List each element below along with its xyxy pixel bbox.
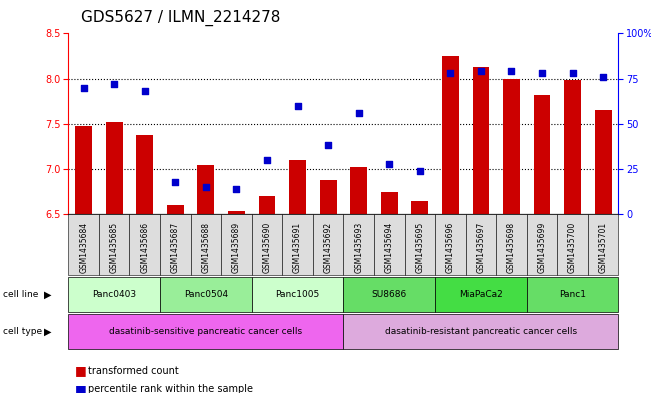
Text: GSM1435693: GSM1435693 — [354, 222, 363, 273]
Text: GSM1435690: GSM1435690 — [262, 222, 271, 273]
Text: GSM1435696: GSM1435696 — [446, 222, 455, 273]
Point — [353, 110, 364, 116]
Point — [139, 88, 150, 94]
Text: GSM1435697: GSM1435697 — [477, 222, 486, 273]
Bar — [106, 122, 122, 214]
Text: GSM1435698: GSM1435698 — [507, 222, 516, 273]
Bar — [289, 160, 306, 214]
Bar — [350, 167, 367, 214]
Point — [506, 68, 517, 75]
Text: SU8686: SU8686 — [372, 290, 407, 299]
Bar — [136, 135, 153, 214]
Point — [292, 103, 303, 109]
Bar — [381, 191, 398, 214]
Point — [231, 186, 242, 192]
Bar — [442, 56, 459, 214]
Point — [323, 142, 333, 149]
Text: GSM1435691: GSM1435691 — [293, 222, 302, 273]
Point — [598, 73, 609, 80]
Point — [78, 84, 89, 91]
Point — [476, 68, 486, 75]
Text: dasatinib-resistant pancreatic cancer cells: dasatinib-resistant pancreatic cancer ce… — [385, 327, 577, 336]
Bar — [258, 196, 275, 214]
Text: GSM1435701: GSM1435701 — [599, 222, 607, 273]
Bar — [473, 67, 490, 214]
Text: dasatinib-sensitive pancreatic cancer cells: dasatinib-sensitive pancreatic cancer ce… — [109, 327, 303, 336]
Bar — [503, 79, 520, 214]
Point — [262, 157, 272, 163]
Bar — [411, 200, 428, 214]
Text: GSM1435695: GSM1435695 — [415, 222, 424, 273]
Text: GSM1435685: GSM1435685 — [110, 222, 118, 273]
Text: GSM1435686: GSM1435686 — [140, 222, 149, 273]
Text: Panc1: Panc1 — [559, 290, 586, 299]
Text: GSM1435687: GSM1435687 — [171, 222, 180, 273]
Point — [415, 168, 425, 174]
Point — [537, 70, 547, 76]
Text: Panc0504: Panc0504 — [184, 290, 228, 299]
Point — [201, 184, 211, 190]
Text: transformed count: transformed count — [88, 365, 178, 376]
Text: Panc1005: Panc1005 — [275, 290, 320, 299]
Text: GSM1435699: GSM1435699 — [538, 222, 547, 273]
Text: GSM1435689: GSM1435689 — [232, 222, 241, 273]
Text: ▶: ▶ — [44, 290, 52, 300]
Point — [170, 178, 180, 185]
Text: percentile rank within the sample: percentile rank within the sample — [88, 384, 253, 393]
Text: GSM1435700: GSM1435700 — [568, 222, 577, 273]
Point — [445, 70, 456, 76]
Bar — [228, 211, 245, 214]
Text: ■: ■ — [75, 383, 87, 393]
Text: ▶: ▶ — [44, 326, 52, 336]
Text: GSM1435692: GSM1435692 — [324, 222, 333, 273]
Text: GDS5627 / ILMN_2214278: GDS5627 / ILMN_2214278 — [81, 10, 281, 26]
Bar — [197, 165, 214, 214]
Text: MiaPaCa2: MiaPaCa2 — [459, 290, 503, 299]
Text: GSM1435684: GSM1435684 — [79, 222, 88, 273]
Bar — [534, 95, 551, 214]
Text: cell line: cell line — [3, 290, 38, 299]
Text: GSM1435694: GSM1435694 — [385, 222, 394, 273]
Point — [109, 81, 119, 87]
Bar — [320, 180, 337, 214]
Bar — [167, 205, 184, 214]
Bar — [564, 81, 581, 214]
Bar — [76, 126, 92, 214]
Bar — [595, 110, 611, 214]
Point — [568, 70, 578, 76]
Text: Panc0403: Panc0403 — [92, 290, 136, 299]
Point — [384, 160, 395, 167]
Text: ■: ■ — [75, 364, 87, 377]
Text: GSM1435688: GSM1435688 — [201, 222, 210, 273]
Text: cell type: cell type — [3, 327, 42, 336]
